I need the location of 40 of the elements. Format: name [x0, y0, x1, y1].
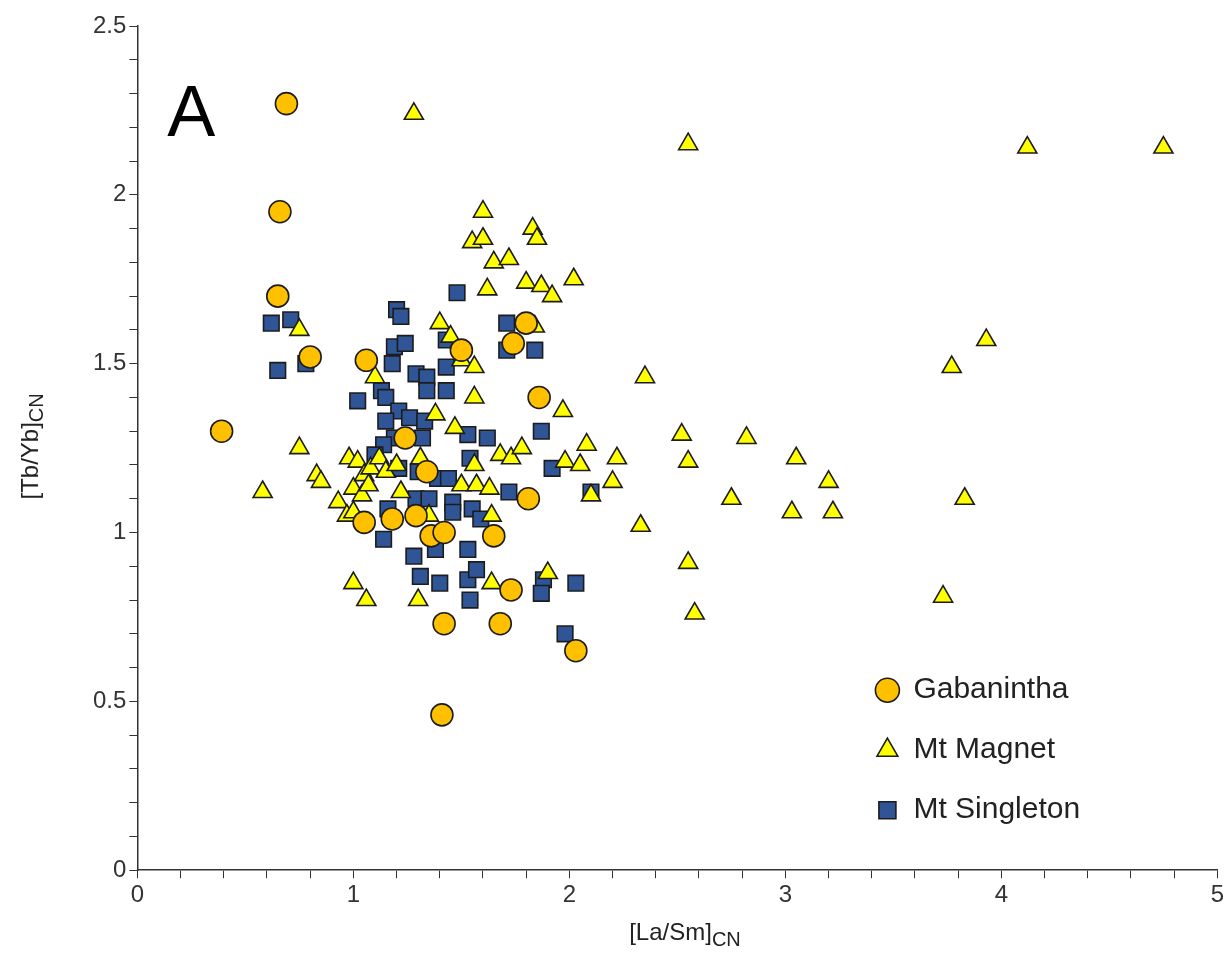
- y-tick-label: 1: [113, 517, 127, 545]
- point: [499, 578, 523, 602]
- y-tick-label: 2.5: [92, 10, 127, 38]
- x-tick-label: 4: [994, 880, 1009, 908]
- y-tick-label: 0: [113, 854, 127, 882]
- point: [501, 331, 526, 356]
- point: [527, 385, 551, 410]
- point: [516, 486, 541, 511]
- point: [488, 611, 513, 636]
- y-tick-label: 0.5: [92, 685, 127, 713]
- point: [298, 345, 322, 369]
- point: [268, 199, 292, 224]
- legend-label: Mt Singleton: [913, 791, 1081, 825]
- point: [274, 91, 299, 116]
- point: [354, 348, 379, 373]
- x-tick-label: 0: [130, 880, 145, 908]
- x-tick-label: 3: [778, 880, 793, 908]
- x-tick-label: 2: [562, 880, 577, 908]
- point: [415, 459, 439, 484]
- point: [514, 311, 538, 335]
- point: [432, 611, 456, 636]
- point: [404, 503, 428, 528]
- y-tick-label: 2: [113, 179, 127, 207]
- legend-label: Mt Magnet: [913, 731, 1056, 765]
- point: [380, 507, 405, 531]
- annotation: A: [167, 71, 216, 151]
- point: [209, 419, 234, 444]
- point: [449, 338, 474, 362]
- x-axis-title: [La/Sm]$_{CN}$: [628, 918, 742, 951]
- point: [430, 703, 454, 727]
- point: [352, 510, 376, 535]
- y-tick-label: 1.5: [92, 348, 127, 376]
- legend-label: Gabanintha: [913, 671, 1069, 705]
- point: [564, 638, 588, 663]
- point: [432, 520, 456, 545]
- point: [481, 524, 506, 548]
- point: [265, 284, 290, 308]
- x-tick-label: 1: [346, 880, 361, 908]
- x-tick-label: 5: [1210, 880, 1225, 908]
- point: [393, 426, 418, 450]
